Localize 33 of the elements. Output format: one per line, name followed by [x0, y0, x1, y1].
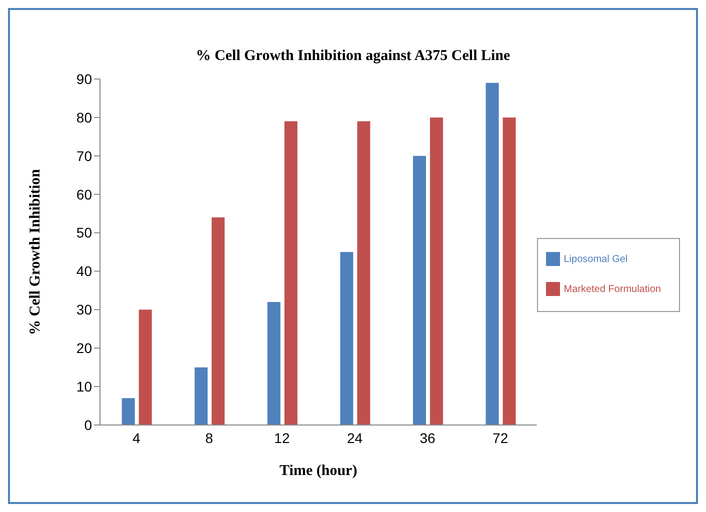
bar [122, 398, 135, 425]
y-axis-title: % Cell Growth Inhibition [27, 168, 44, 336]
y-tick-label: 40 [76, 263, 92, 280]
x-axis-title: Time (hour) [280, 463, 358, 479]
x-tick-label: 4 [132, 430, 140, 446]
x-tick-label: 12 [274, 430, 290, 446]
y-tick-label: 50 [76, 224, 92, 241]
chart-title: % Cell Growth Inhibition against A375 Cell Line [194, 48, 512, 65]
legend-label: Marketed Formulation [564, 284, 661, 295]
y-tick-label: 80 [76, 109, 92, 126]
bar [502, 117, 516, 425]
y-tick-label: 70 [76, 148, 92, 164]
y-tick-label: 20 [76, 340, 92, 356]
y-tick-label: 0 [84, 416, 92, 433]
bar [138, 310, 152, 425]
y-tick-label: 10 [76, 378, 92, 395]
bar [486, 82, 499, 425]
bar [430, 117, 443, 425]
bar [284, 121, 298, 425]
x-tick-label: 72 [492, 430, 508, 446]
y-tick-label: 30 [76, 302, 92, 318]
y-tick-label: 60 [76, 186, 92, 202]
legend-label: Liposomal Gel [564, 254, 628, 265]
x-tick-label: 8 [205, 430, 214, 446]
x-tick-label: 24 [346, 430, 363, 446]
bar [212, 217, 225, 425]
bar [340, 252, 354, 425]
bar [412, 156, 426, 425]
bar [194, 367, 208, 425]
bar [267, 302, 280, 425]
y-tick-label: 90 [76, 70, 92, 87]
x-tick-label: 36 [420, 430, 436, 446]
bar [357, 121, 370, 425]
